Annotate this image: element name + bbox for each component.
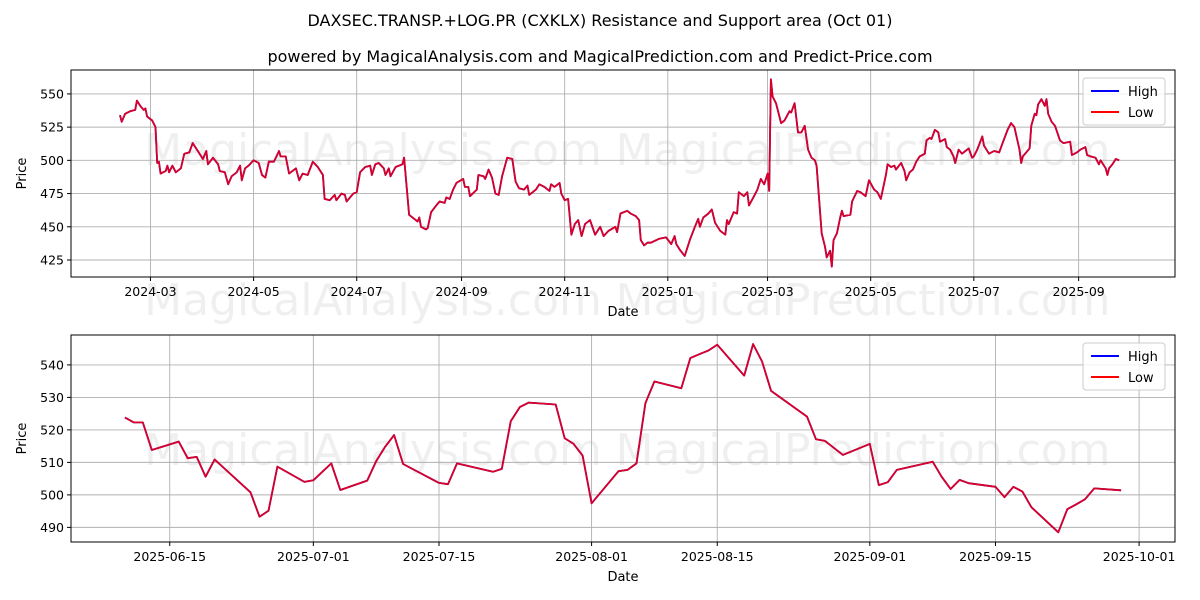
legend-label-low: Low	[1128, 371, 1154, 386]
x-tick-label: 2025-10-01	[1103, 549, 1176, 564]
watermark: MagicalPrediction.com	[616, 275, 1111, 326]
series-line-low	[119, 78, 1120, 268]
legend-label-low: Low	[1128, 106, 1154, 121]
chart-title: DAXSEC.TRANSP.+LOG.PR (CXKLX) Resistance…	[308, 11, 893, 30]
x-axis-label: Date	[607, 305, 638, 320]
y-tick-label: 425	[40, 252, 64, 267]
chart-subtitle: powered by MagicalAnalysis.com and Magic…	[267, 47, 932, 66]
y-tick-label: 510	[40, 455, 64, 470]
legend: High Low	[1082, 342, 1166, 391]
x-tick-label: 2024-09	[435, 284, 487, 299]
y-tick-label: 475	[40, 186, 64, 201]
watermark: MagicalPrediction.com	[616, 125, 1111, 176]
top-chart-axes: MagicalAnalysis.com MagicalPrediction.com…	[15, 69, 1176, 326]
series-line-low	[124, 343, 1122, 534]
x-tick-label: 2024-07	[331, 284, 383, 299]
watermark: MagicalAnalysis.com	[144, 125, 602, 176]
x-tick-label: 2024-05	[227, 284, 279, 299]
x-tick-label: 2025-09-15	[959, 549, 1032, 564]
y-tick-label: 520	[40, 422, 64, 437]
y-tick-label: 500	[40, 153, 64, 168]
watermark: MagicalAnalysis.com	[144, 275, 602, 326]
y-tick-label: 530	[40, 390, 64, 405]
watermark: MagicalPrediction.com	[616, 425, 1111, 476]
y-tick-label: 450	[40, 219, 64, 234]
legend-box	[1082, 77, 1166, 126]
legend-label-high: High	[1128, 85, 1158, 100]
x-tick-label: 2025-08-01	[555, 549, 628, 564]
x-tick-label: 2025-09-01	[834, 549, 907, 564]
legend-box	[1082, 342, 1166, 391]
x-tick-label: 2025-01	[642, 284, 694, 299]
x-tick-label: 2024-03	[124, 284, 176, 299]
x-tick-label: 2025-03	[741, 284, 793, 299]
y-tick-label: 550	[40, 86, 64, 101]
x-tick-label: 2025-07-01	[277, 549, 350, 564]
y-tick-label: 540	[40, 357, 64, 372]
bottom-chart-axes: MagicalAnalysis.com MagicalPrediction.com…	[15, 334, 1176, 585]
y-tick-label: 500	[40, 487, 64, 502]
y-axis-label: Price	[15, 158, 30, 190]
plot-frame	[70, 334, 1176, 543]
x-tick-label: 2025-07	[948, 284, 1000, 299]
y-axis-label: Price	[15, 423, 30, 455]
y-tick-label: 525	[40, 120, 64, 135]
x-tick-label: 2024-11	[539, 284, 591, 299]
x-tick-label: 2025-05	[845, 284, 897, 299]
x-tick-label: 2025-08-15	[681, 549, 754, 564]
legend: High Low	[1082, 77, 1166, 126]
legend-label-high: High	[1128, 350, 1158, 365]
y-tick-label: 490	[40, 520, 64, 535]
x-tick-label: 2025-07-15	[403, 549, 476, 564]
x-tick-label: 2025-06-15	[133, 549, 206, 564]
x-axis-label: Date	[607, 570, 638, 585]
x-tick-label: 2025-09	[1053, 284, 1105, 299]
plot-frame	[70, 69, 1176, 278]
